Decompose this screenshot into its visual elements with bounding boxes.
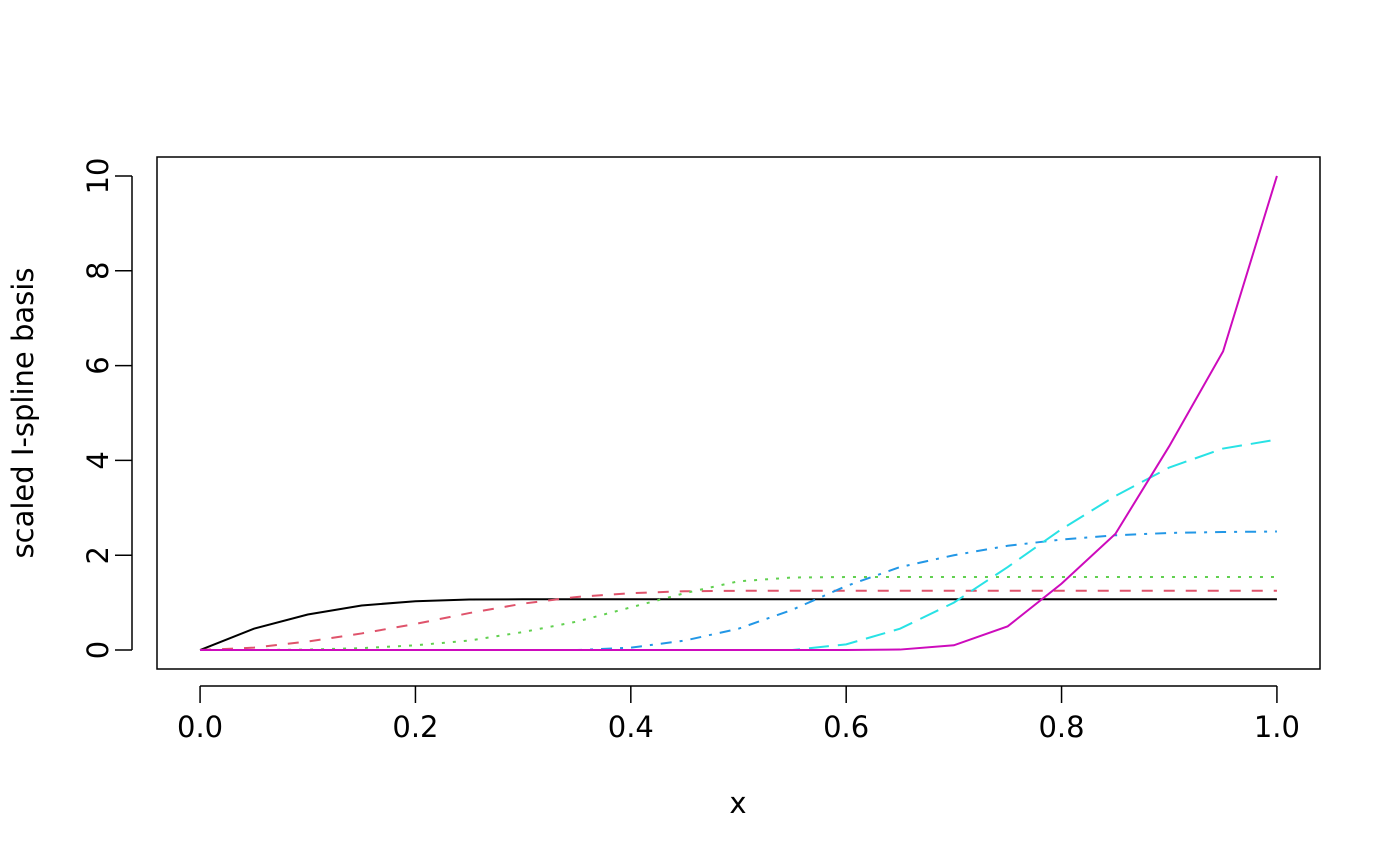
x-tick-label: 0.4 xyxy=(608,710,654,744)
plot-box xyxy=(156,156,1321,670)
y-tick-label: 8 xyxy=(81,262,115,280)
x-axis-label: x xyxy=(729,786,746,820)
x-tick-label: 0.6 xyxy=(823,710,869,744)
series-line xyxy=(200,589,1277,652)
series-line xyxy=(200,175,1278,652)
series-line xyxy=(200,576,1277,652)
x-tick-label: 0.2 xyxy=(392,710,438,744)
y-tick-label: 0 xyxy=(81,641,115,659)
series-line xyxy=(199,598,1277,651)
y-tick-label: 10 xyxy=(81,158,115,195)
y-tick-label: 2 xyxy=(81,546,115,564)
y-tick-label: 4 xyxy=(81,451,115,469)
y-axis-label: scaled I-spline basis xyxy=(6,268,40,559)
y-tick-label: 6 xyxy=(81,356,115,374)
series-line xyxy=(200,438,1278,652)
series-line xyxy=(200,530,1277,652)
x-tick-label: 1.0 xyxy=(1254,710,1300,744)
x-tick-label: 0.0 xyxy=(177,710,223,744)
x-tick-label: 0.8 xyxy=(1038,710,1084,744)
